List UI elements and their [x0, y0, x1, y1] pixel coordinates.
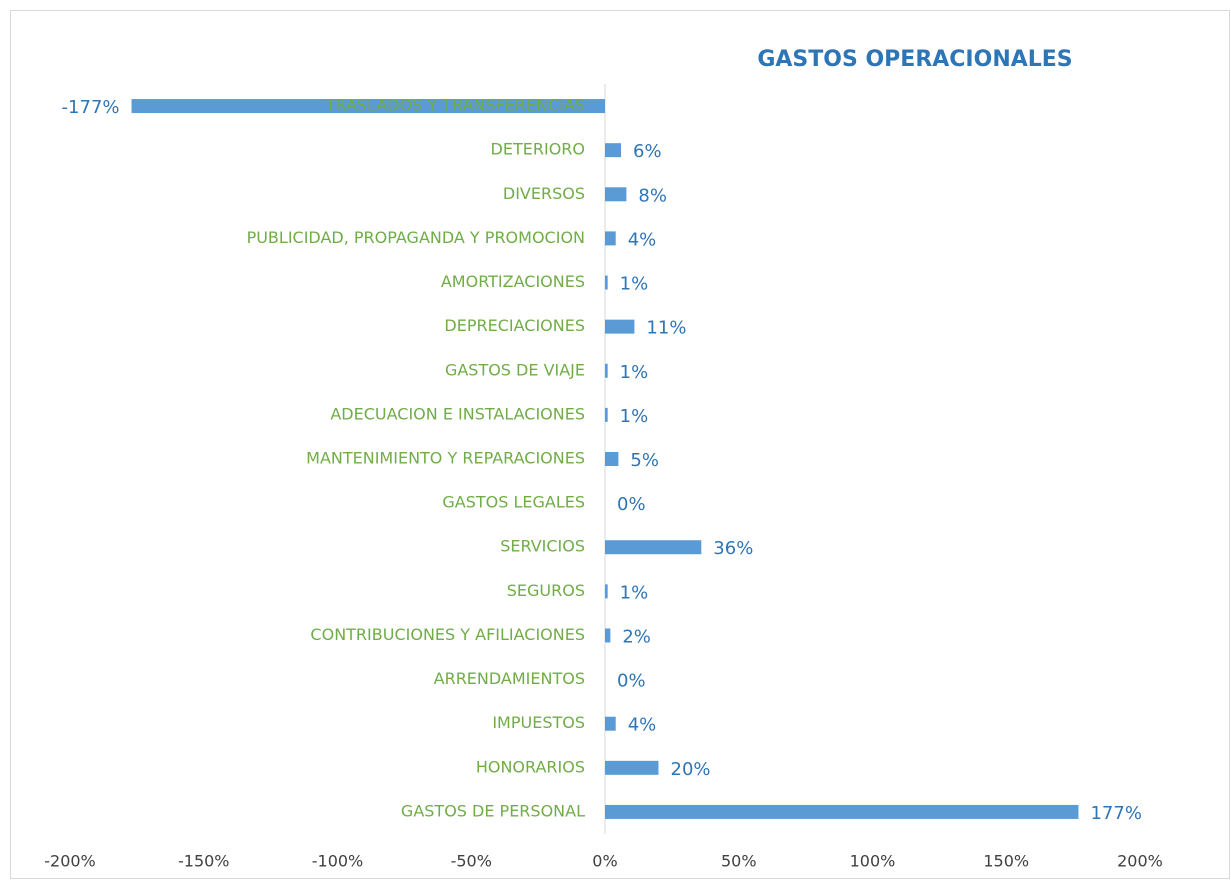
category-label: HONORARIOS [476, 757, 585, 776]
bar [605, 540, 702, 555]
bar [605, 584, 608, 599]
category-label: TRASLADOS Y TRANSFERENCIAS [325, 96, 585, 115]
bar [605, 628, 611, 643]
value-label: 1% [620, 406, 649, 427]
bar [605, 760, 659, 775]
category-label: AMORTIZACIONES [441, 272, 585, 291]
category-label: GASTOS DE VIAJE [445, 360, 585, 379]
category-label: GASTOS DE PERSONAL [401, 801, 585, 820]
x-tick-label: -50% [451, 852, 492, 871]
category-label: DIVERSOS [503, 184, 585, 203]
category-label: DEPRECIACIONES [444, 316, 585, 335]
category-label: GASTOS LEGALES [442, 493, 585, 512]
bar [605, 804, 1079, 819]
bar [605, 143, 622, 158]
category-label: ADECUACION E INSTALACIONES [330, 404, 585, 423]
value-label: 20% [671, 759, 711, 780]
value-label: 11% [646, 318, 686, 339]
value-label: 5% [630, 450, 659, 471]
x-tick-label: 100% [850, 852, 896, 871]
value-label: 0% [617, 671, 646, 692]
category-label: IMPUESTOS [492, 713, 585, 732]
bar [605, 452, 619, 466]
x-tick-label: -200% [44, 852, 96, 871]
value-label: 4% [628, 229, 657, 250]
value-label: 1% [620, 274, 649, 295]
category-label: PUBLICIDAD, PROPAGANDA Y PROMOCION [247, 228, 585, 247]
value-label: 0% [617, 494, 646, 515]
x-tick-label: 50% [721, 852, 757, 871]
bar [605, 319, 635, 334]
chart-border [10, 10, 1230, 879]
category-label: MANTENIMIENTO Y REPARACIONES [306, 449, 585, 468]
chart-title: GASTOS OPERACIONALES [757, 47, 1072, 72]
value-label: 1% [620, 582, 649, 603]
bar [605, 363, 608, 378]
category-label: SEGUROS [507, 581, 585, 600]
bar [605, 716, 616, 731]
value-label: 177% [1090, 803, 1141, 824]
x-tick-label: -100% [312, 852, 364, 871]
x-tick-label: 150% [983, 852, 1029, 871]
category-label: CONTRIBUCIONES Y AFILIACIONES [310, 625, 585, 644]
value-label: 8% [638, 185, 667, 206]
x-tick-label: 0% [592, 852, 617, 871]
value-label: 1% [620, 362, 649, 383]
bar [131, 99, 605, 114]
x-tick-label: -150% [178, 852, 230, 871]
value-label: 4% [628, 715, 657, 736]
category-label: ARRENDAMIENTOS [434, 669, 585, 688]
bar [605, 187, 627, 202]
category-label: DETERIORO [491, 140, 585, 159]
value-label: -177% [62, 97, 120, 118]
x-tick-label: 200% [1117, 852, 1163, 871]
category-label: SERVICIOS [500, 537, 585, 556]
bar [605, 231, 616, 246]
bar [605, 275, 608, 290]
bar [605, 407, 608, 422]
value-label: 2% [622, 626, 651, 647]
value-label: 6% [633, 141, 662, 162]
value-label: 36% [713, 538, 753, 559]
